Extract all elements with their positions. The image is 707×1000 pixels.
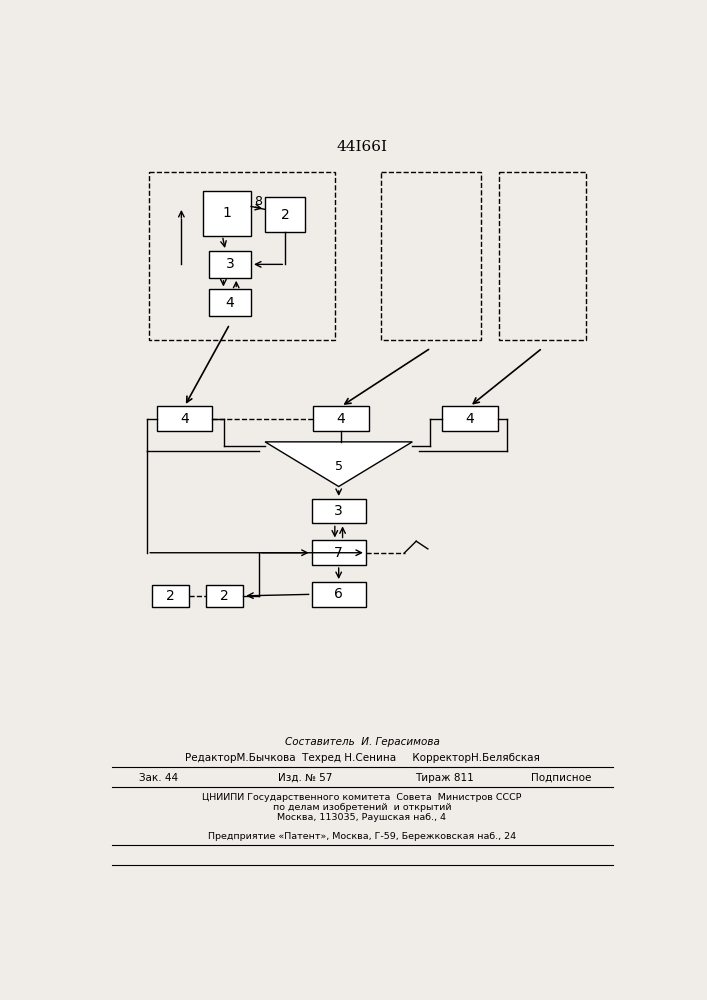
Text: 2: 2 — [166, 589, 175, 603]
Bar — [312, 540, 366, 565]
Bar — [209, 251, 251, 278]
Bar — [442, 406, 498, 431]
Text: 5: 5 — [334, 460, 343, 473]
Bar — [313, 406, 369, 431]
Bar — [265, 197, 305, 232]
Text: ЦНИИПИ Государственного комитета  Совета  Министров СССР: ЦНИИПИ Государственного комитета Совета … — [202, 793, 522, 802]
Bar — [209, 289, 251, 316]
Text: 3: 3 — [334, 504, 343, 518]
Text: 2: 2 — [281, 208, 290, 222]
Text: Подписное: Подписное — [531, 773, 591, 783]
Bar — [156, 406, 212, 431]
Bar — [499, 172, 586, 340]
Bar — [149, 172, 335, 340]
Text: 44I66I: 44I66I — [337, 140, 387, 154]
Bar — [312, 499, 366, 523]
Text: РедакторМ.Бычкова  Техред Н.Сенина     КорректорН.Белябская: РедакторМ.Бычкова Техред Н.Сенина Коррек… — [185, 753, 539, 763]
Text: 4: 4 — [226, 296, 234, 310]
Text: 4: 4 — [465, 412, 474, 426]
Text: 4: 4 — [180, 412, 189, 426]
Text: 2: 2 — [221, 589, 229, 603]
Bar — [206, 585, 243, 607]
Text: 8: 8 — [254, 195, 262, 208]
Text: 6: 6 — [334, 587, 343, 601]
Text: Зак. 44: Зак. 44 — [139, 773, 177, 783]
Bar — [152, 585, 189, 607]
Text: 3: 3 — [226, 257, 234, 271]
Polygon shape — [265, 442, 412, 487]
Text: Тираж 811: Тираж 811 — [416, 773, 474, 783]
Bar — [381, 172, 481, 340]
Text: 7: 7 — [334, 546, 343, 560]
Text: Составитель  И. Герасимова: Составитель И. Герасимова — [284, 737, 439, 747]
Text: Изд. № 57: Изд. № 57 — [278, 773, 332, 783]
Bar — [203, 191, 251, 235]
Text: 1: 1 — [223, 206, 231, 220]
Text: по делам изобретений  и открытий: по делам изобретений и открытий — [273, 803, 451, 812]
Text: Предприятие «Патент», Москва, Г-59, Бережковская наб., 24: Предприятие «Патент», Москва, Г-59, Бере… — [208, 832, 516, 841]
Text: Москва, 113035, Раушская наб., 4: Москва, 113035, Раушская наб., 4 — [277, 813, 446, 822]
Text: 4: 4 — [337, 412, 346, 426]
Bar — [312, 582, 366, 607]
